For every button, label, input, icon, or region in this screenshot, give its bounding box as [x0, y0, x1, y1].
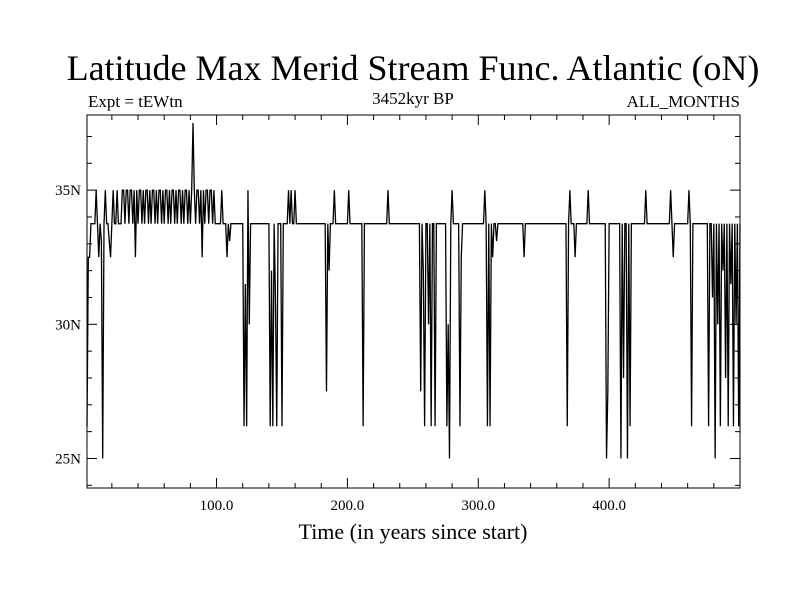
y-axis: 25N 30N 35N [55, 135, 740, 486]
months-label: ALL_MONTHS [627, 92, 740, 111]
y-tick-label: 30N [55, 317, 81, 333]
x-axis: 100.0 200.0 300.0 400.0 [111, 115, 715, 514]
x-axis-label: Time (in years since start) [299, 519, 528, 544]
x-tick-label: 300.0 [461, 498, 495, 514]
x-tick-label: 400.0 [592, 498, 626, 514]
x-tick-label: 200.0 [331, 498, 365, 514]
y-tick-label: 25N [55, 451, 81, 467]
series-line [86, 123, 741, 459]
y-tick-label: 35N [55, 183, 81, 199]
chart-title: Latitude Max Merid Stream Func. Atlantic… [67, 48, 760, 88]
plot-frame [86, 114, 741, 489]
x-tick-label: 100.0 [200, 498, 234, 514]
plot-area [86, 123, 741, 459]
experiment-label: Expt = tEWtn [88, 92, 183, 111]
period-label: 3452kyr BP [372, 89, 454, 108]
